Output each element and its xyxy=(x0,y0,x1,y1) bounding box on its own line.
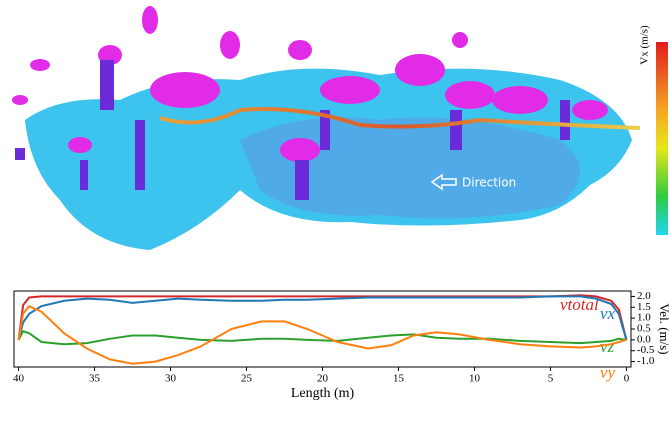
series-label: vtotal xyxy=(560,295,599,314)
x-tick-label: 15 xyxy=(393,373,405,385)
colorbar-label: Vx (m/s) xyxy=(639,25,651,65)
series-line xyxy=(17,304,627,365)
y-tick-label: -0.5 xyxy=(637,344,655,356)
series-line xyxy=(17,295,628,341)
y-tick-label: 1.5 xyxy=(637,301,651,313)
x-tick-label: 5 xyxy=(548,373,554,385)
x-tick-label: 20 xyxy=(317,373,329,385)
plot-frame xyxy=(13,290,632,368)
x-tick-label: 30 xyxy=(165,373,177,385)
x-tick-label: 0 xyxy=(624,373,630,385)
x-tick-label: 40 xyxy=(13,373,25,385)
y-tick-label: 0.0 xyxy=(637,333,651,345)
y-tick-label: 1.0 xyxy=(637,312,651,324)
series-label: vy xyxy=(600,363,616,382)
series-line xyxy=(17,294,628,341)
series-label: vz xyxy=(600,337,615,356)
x-tick-label: 25 xyxy=(241,373,253,385)
x-tick-label: 35 xyxy=(89,373,101,385)
colorbar xyxy=(656,42,668,235)
series-label: vx xyxy=(600,304,616,323)
point-cloud: Direction Vx (m/s) xyxy=(12,6,668,250)
series-line xyxy=(17,329,627,346)
y-tick-label: 2.0 xyxy=(637,290,651,302)
y-axis-label: Vel. (m/s) xyxy=(657,303,669,354)
y-tick-label: -1.0 xyxy=(637,355,655,367)
y-tick-label: 0.5 xyxy=(637,323,651,335)
x-tick-label: 10 xyxy=(469,373,481,385)
x-axis-label: Length (m) xyxy=(291,386,355,401)
direction-label: Direction xyxy=(462,176,516,190)
